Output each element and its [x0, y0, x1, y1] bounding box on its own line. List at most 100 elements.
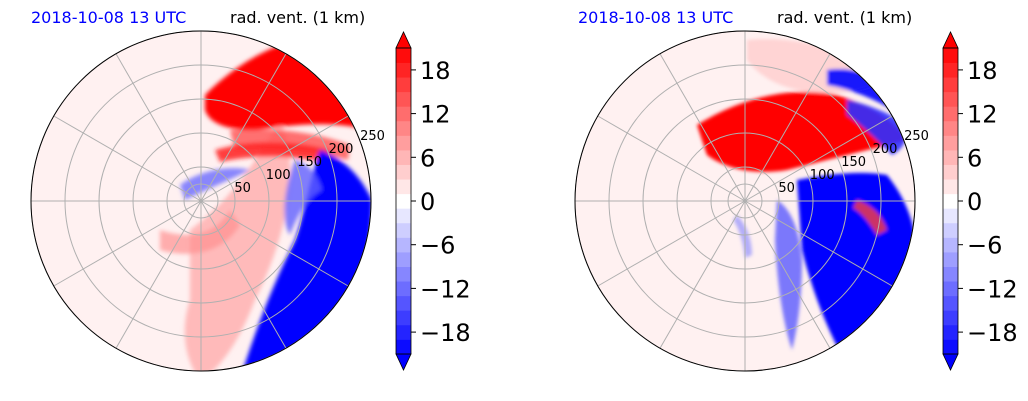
colorbar-level — [396, 266, 411, 282]
colorbar-level — [943, 179, 958, 195]
colorbar-level — [943, 324, 958, 340]
radial-tick-label: 100 — [266, 168, 291, 183]
pos-streak-east — [215, 142, 330, 162]
colorbar-extend-min — [395, 353, 412, 371]
colorbar-level — [943, 339, 958, 355]
colorbar-level — [396, 91, 411, 107]
polar-spoke — [115, 200, 202, 349]
polar-spoke — [115, 53, 202, 202]
polar-ring — [608, 64, 882, 338]
colorbar-level — [943, 120, 958, 136]
colorbar-level — [943, 77, 958, 93]
colorbar-level — [396, 237, 411, 253]
colorbar-level — [943, 208, 958, 224]
colorbar-level — [396, 295, 411, 311]
radial-tick-label: 50 — [234, 181, 251, 196]
colorbar-level — [396, 252, 411, 267]
colorbar-level — [396, 324, 411, 340]
colorbar-level — [943, 48, 958, 63]
radial-tick-label: 200 — [873, 142, 898, 157]
colorbar-level — [396, 339, 411, 355]
polar-spoke — [53, 200, 202, 287]
colorbar-tick-label: 18 — [420, 57, 451, 85]
radial-tick-label: 250 — [360, 129, 385, 144]
colorbar-right: −18 −12 −6 0 6 12 18 — [942, 31, 1018, 371]
polar-spoke — [200, 115, 349, 202]
colorbar-level — [943, 237, 958, 253]
colorbar-level — [943, 150, 958, 165]
polar-spoke — [659, 53, 746, 202]
colorbar-tick-label: 6 — [420, 144, 435, 172]
colorbar-level — [396, 310, 411, 326]
colorbar-level — [396, 281, 411, 297]
chart-title-variable: rad. vent. (1 km) — [230, 8, 366, 27]
colorbar-level — [396, 150, 411, 165]
polar-ring — [132, 132, 270, 270]
colorbar-level — [943, 62, 958, 78]
colorbar-tick-label: −12 — [420, 275, 471, 303]
colorbar-tick-label: −12 — [967, 275, 1018, 303]
neg-arc-inner — [180, 168, 250, 200]
colorbar-level — [943, 222, 958, 238]
polar-ring — [183, 183, 219, 219]
colorbar-tick-label: 12 — [967, 101, 998, 129]
radial-tick-label: 150 — [841, 155, 866, 170]
colorbar-extend-max — [395, 31, 412, 49]
polar-spoke — [200, 200, 349, 287]
colorbar-tick-label: −18 — [967, 319, 1018, 347]
colorbar-extend-min — [942, 353, 959, 371]
colorbar-level — [396, 48, 411, 63]
colorbar-level — [396, 222, 411, 238]
polar-ring — [64, 64, 338, 338]
radial-tick-label: 200 — [329, 142, 354, 157]
polar-ring — [676, 132, 814, 270]
polar-spoke — [659, 200, 746, 349]
neg-streak-south — [775, 200, 802, 350]
polar-frame-right — [574, 30, 916, 372]
colorbar-level — [396, 164, 411, 180]
polar-ring — [166, 166, 236, 236]
colorbar-level — [943, 266, 958, 282]
polar-spoke — [200, 200, 287, 349]
polar-spoke — [744, 200, 893, 287]
colorbar-level — [396, 120, 411, 136]
polar-frame-left — [30, 30, 372, 372]
colorbar-level — [396, 193, 411, 209]
colorbar-level — [943, 252, 958, 267]
chart-panel-right: 2018-10-08 13 UTC rad. vent. (1 km) 50 10… — [547, 0, 1028, 401]
colorbar-left: −18 −12 −6 0 6 12 18 — [395, 31, 471, 371]
colorbar-tick-label: 18 — [967, 57, 998, 85]
polar-spoke — [597, 115, 746, 202]
polar-spoke — [744, 200, 831, 349]
colorbar-level — [396, 208, 411, 224]
polar-ring — [710, 166, 780, 236]
colorbar-level — [943, 295, 958, 311]
polar-ring — [727, 183, 763, 219]
chart-title-variable: rad. vent. (1 km) — [777, 8, 913, 27]
colorbar-tick-label: −6 — [420, 232, 455, 260]
colorbar-tick-label: 0 — [420, 188, 435, 216]
radial-tick-label: 250 — [904, 129, 929, 144]
colorbar-level — [396, 179, 411, 195]
colorbar-level — [396, 62, 411, 78]
colorbar-level — [943, 106, 958, 122]
polar-spoke — [597, 200, 746, 287]
colorbar-level — [943, 91, 958, 107]
chart-title-date: 2018-10-08 13 UTC — [31, 8, 187, 27]
neg-weak-center — [733, 215, 752, 258]
colorbar-level — [943, 310, 958, 326]
polar-ring — [642, 98, 848, 304]
colorbar-level — [396, 135, 411, 151]
colorbar-tick-label: 0 — [967, 188, 982, 216]
neg-streak-northeast — [847, 100, 908, 155]
radial-tick-labels-right: 50 100 150 200 250 — [778, 129, 929, 196]
colorbar-level — [943, 164, 958, 180]
polar-spoke — [744, 115, 893, 202]
radial-tick-label: 150 — [297, 155, 322, 170]
colorbar-tick-label: −6 — [967, 232, 1002, 260]
polar-plot-left: 50 100 150 200 250 −18 −12 −6 0 6 12 18 — [30, 30, 471, 372]
colorbar-level — [943, 193, 958, 209]
radial-tick-label: 100 — [810, 168, 835, 183]
polar-spoke — [744, 53, 831, 202]
colorbar-level — [943, 135, 958, 151]
